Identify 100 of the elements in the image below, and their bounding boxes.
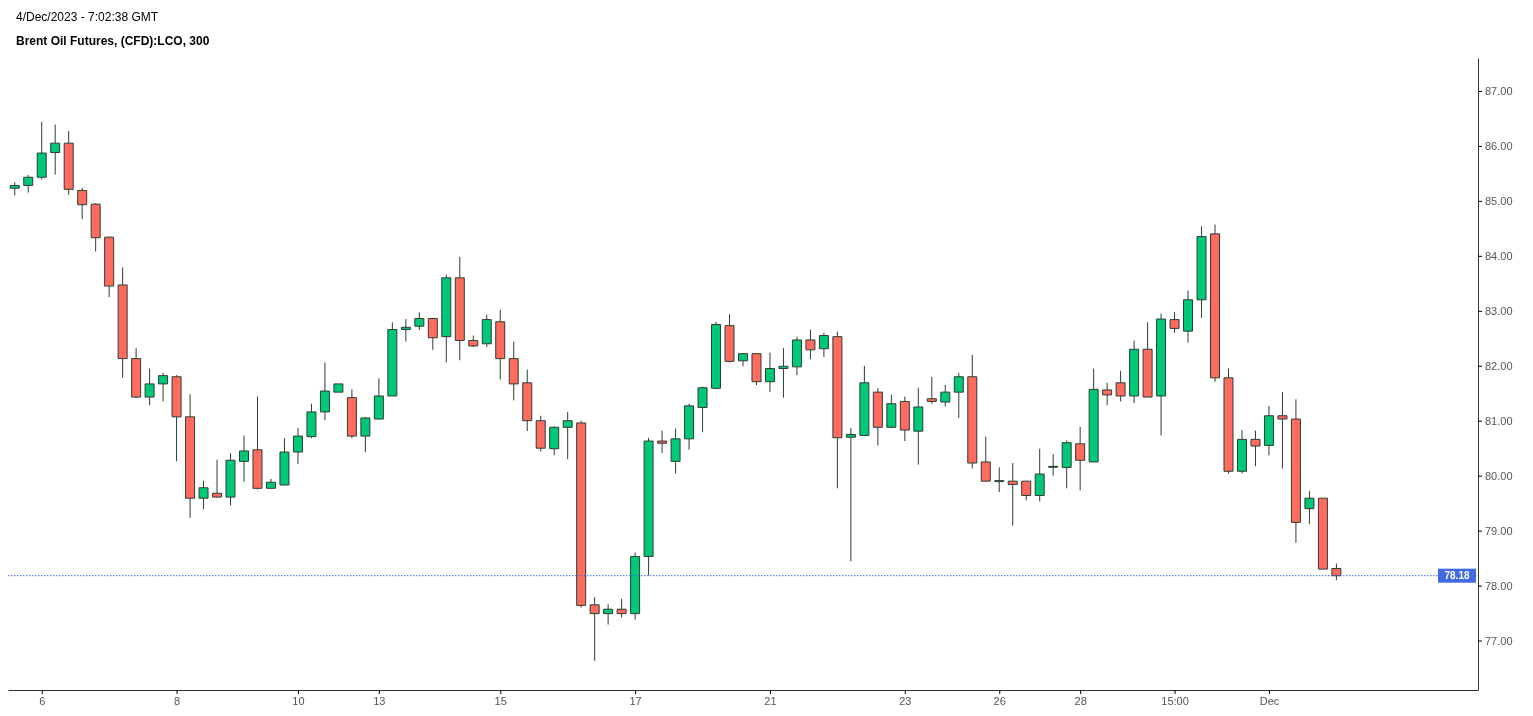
candlestick	[643, 437, 654, 577]
candlestick	[832, 331, 843, 489]
candlestick	[1304, 490, 1315, 525]
candlestick	[1210, 224, 1221, 383]
candlestick	[131, 347, 142, 399]
y-tick-label: 87.00	[1485, 84, 1513, 97]
candlestick	[603, 603, 614, 626]
candlestick	[1034, 448, 1045, 502]
candlestick	[562, 411, 573, 460]
candlestick	[953, 372, 964, 419]
candlestick	[185, 393, 196, 519]
candlestick	[1142, 321, 1153, 398]
candlestick	[481, 314, 492, 348]
candlestick	[1048, 453, 1059, 477]
candlestick	[212, 459, 223, 499]
candlestick	[104, 236, 115, 298]
candlestick	[373, 377, 384, 420]
candlestick	[1183, 289, 1194, 344]
candlestick	[967, 354, 978, 470]
x-tick-label: Dec	[1259, 694, 1280, 707]
candlestick	[872, 387, 883, 446]
candlestick	[265, 478, 276, 490]
x-tick-label: 10	[292, 694, 305, 707]
candlestick	[549, 425, 560, 456]
x-tick-label: 26	[993, 694, 1006, 707]
candlestick	[1115, 370, 1126, 402]
candlestick	[926, 376, 937, 405]
candlestick	[36, 121, 47, 180]
candlestick	[764, 352, 775, 393]
candlestick	[1223, 368, 1234, 474]
x-tick-label: 13	[373, 694, 386, 707]
candlestick	[508, 341, 519, 401]
candlestick	[940, 384, 951, 407]
candlestick	[805, 328, 816, 360]
candlestick	[791, 336, 802, 376]
candlestick	[1277, 391, 1288, 470]
candlestick	[522, 369, 533, 432]
candlestick	[441, 274, 452, 363]
y-tick-label: 82.00	[1485, 359, 1513, 372]
candlestick	[77, 187, 88, 220]
candlestick	[684, 403, 695, 451]
candlestick	[980, 436, 991, 482]
x-tick-label: 28	[1074, 694, 1087, 707]
candlestick	[1331, 563, 1342, 581]
candlestick	[1007, 462, 1018, 527]
y-tick-label: 79.00	[1485, 524, 1513, 537]
candlestick	[63, 130, 74, 196]
candlestick	[697, 386, 708, 433]
candlestick	[1088, 368, 1099, 463]
candlestick	[23, 174, 34, 194]
candlestick	[751, 352, 762, 386]
y-tick-label: 84.00	[1485, 249, 1513, 262]
x-tick-label: 23	[899, 694, 912, 707]
candlestick	[576, 420, 587, 609]
candlestick	[400, 318, 411, 343]
candlestick	[535, 415, 546, 452]
candlestick	[495, 309, 506, 380]
candlestick	[630, 552, 641, 621]
candlestick	[333, 383, 344, 393]
candlestick	[427, 317, 438, 351]
candlestick	[657, 430, 668, 454]
candlestick	[1129, 339, 1140, 404]
candlestick	[454, 256, 465, 361]
candlestick	[346, 388, 357, 439]
candlestick	[1236, 429, 1247, 474]
candlestick	[252, 396, 263, 490]
candlestick	[778, 347, 789, 399]
x-tick-label: 6	[39, 694, 46, 707]
candlestick	[1263, 405, 1274, 456]
candlestick	[306, 403, 317, 439]
candlestick	[279, 437, 290, 486]
chart-title: Brent Oil Futures, (CFD):LCO, 300	[16, 34, 210, 48]
y-tick-label: 83.00	[1485, 304, 1513, 317]
candlestick	[50, 124, 61, 176]
x-tick-label: 17	[629, 694, 642, 707]
candlestick	[198, 480, 209, 510]
candlestick	[1250, 430, 1261, 467]
candlestick	[1196, 225, 1207, 319]
x-tick-label: 21	[764, 694, 777, 707]
candlestick	[1102, 382, 1113, 406]
candlestick	[225, 452, 236, 506]
candlestick	[117, 266, 128, 379]
candlestick	[9, 181, 20, 196]
text: 4/Dec/2023 - 7:02:38 GMT	[16, 10, 159, 24]
y-tick-label: 78.00	[1485, 579, 1513, 592]
candlestick	[144, 368, 155, 406]
candlestick	[899, 396, 910, 442]
candlestick	[738, 352, 748, 367]
candlestick	[913, 387, 924, 466]
candlestick	[1061, 440, 1072, 489]
y-tick-label: 86.00	[1485, 139, 1513, 152]
candlestick	[468, 335, 479, 348]
candlestick	[319, 361, 330, 421]
candlestick	[239, 435, 250, 483]
x-tick-label: 8	[174, 694, 181, 707]
y-tick-label: 77.00	[1485, 634, 1513, 647]
x-tick-label: 15	[494, 694, 507, 707]
y-tick-label: 80.00	[1485, 469, 1513, 482]
candlestick	[886, 394, 897, 429]
candlestick	[994, 466, 1005, 493]
